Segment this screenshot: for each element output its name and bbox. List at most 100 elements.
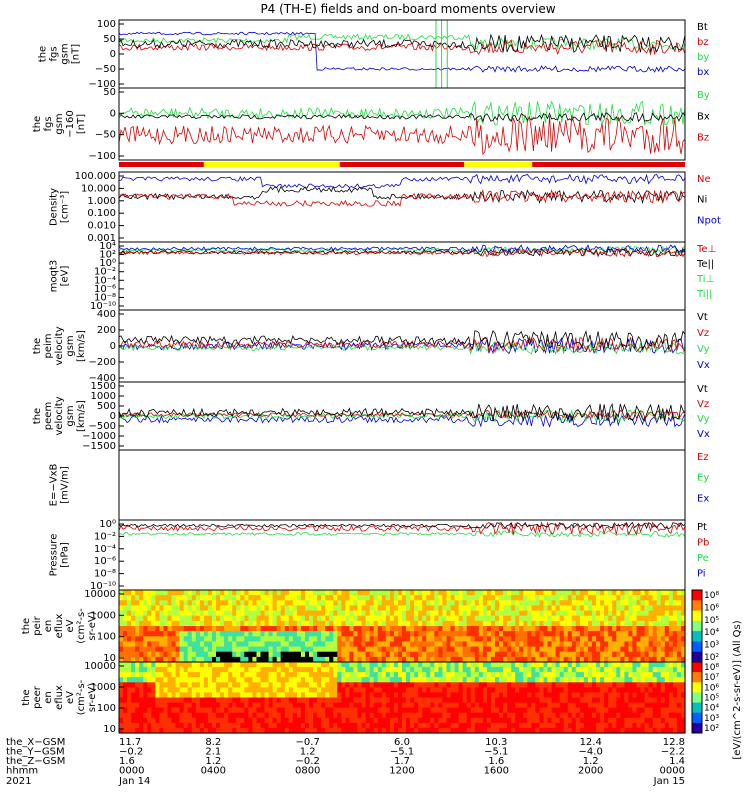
heatmap-cell [515, 702, 520, 709]
heatmap-cell [268, 702, 274, 709]
heatmap-cell [260, 712, 266, 719]
heatmap-cell [143, 651, 148, 658]
heatmap-cell [183, 656, 189, 663]
heatmap-cell [220, 595, 225, 601]
heatmap-cell [147, 610, 152, 617]
heatmap-cell [636, 687, 642, 694]
heatmap-cell [600, 672, 605, 678]
heatmap-cell [276, 615, 282, 622]
heatmap-cell [260, 682, 266, 688]
heatmap-cell [284, 651, 290, 658]
heatmap-cell [486, 615, 492, 622]
series-line-4 [118, 31, 686, 73]
heatmap-cell [406, 702, 411, 709]
heatmap-cell [681, 697, 686, 704]
heatmap-cell [442, 687, 447, 694]
heatmap-cell [381, 605, 387, 612]
colorbar-tick-label: 10³ [704, 714, 719, 724]
heatmap-cell [547, 672, 553, 678]
heatmap-cell [600, 610, 605, 617]
heatmap-cell [353, 605, 359, 612]
heatmap-cell [588, 692, 593, 699]
heatmap-cell [280, 631, 286, 637]
heatmap-cell [414, 651, 419, 658]
heatmap-cell [579, 620, 585, 627]
heatmap-cell [212, 636, 217, 642]
heatmap-cell [478, 620, 484, 627]
heatmap-cell [349, 651, 354, 658]
heatmap-cell [681, 707, 686, 714]
heatmap-cell [155, 590, 160, 596]
heatmap-cell [389, 677, 395, 683]
heatmap-cell [596, 702, 601, 709]
heatmap-cell [543, 646, 549, 653]
heatmap-cell [596, 717, 601, 724]
heatmap-cell [567, 707, 573, 714]
heatmap-cell [151, 610, 156, 617]
heatmap-cell [143, 667, 148, 673]
heatmap-cell [187, 667, 193, 673]
heatmap-cell [466, 626, 472, 632]
heatmap-cell [490, 641, 496, 648]
heatmap-cell [490, 605, 496, 612]
heatmap-cell [672, 590, 678, 596]
heatmap-cell [268, 590, 274, 596]
heatmap-cell [588, 712, 593, 719]
heatmap-cell [422, 722, 427, 729]
heatmap-cell [555, 641, 561, 648]
heatmap-cell [292, 682, 298, 688]
heatmap-cell [333, 626, 338, 632]
heatmap-cell [317, 615, 322, 622]
heatmap-cell [393, 712, 399, 719]
heatmap-cell [450, 610, 456, 617]
heatmap-cell [632, 626, 637, 632]
heatmap-cell [543, 692, 549, 699]
heatmap-cell [337, 605, 342, 612]
heatmap-cell [377, 672, 383, 678]
heatmap-cell [183, 646, 189, 653]
heatmap-cell [676, 595, 682, 601]
heatmap-cell [539, 636, 545, 642]
heatmap-cell [482, 646, 488, 653]
heatmap-cell [389, 687, 395, 694]
heatmap-cell [422, 697, 427, 704]
heatmap-cell [571, 620, 577, 627]
heatmap-cell [195, 590, 201, 596]
heatmap-cell [668, 722, 674, 729]
heatmap-cell [628, 687, 633, 694]
heatmap-cell [147, 605, 152, 612]
heatmap-cell [139, 717, 144, 724]
heatmap-cell [199, 662, 205, 668]
mode-bar-segment [119, 162, 204, 167]
heatmap-cell [195, 707, 201, 714]
heatmap-cell [555, 667, 561, 673]
heatmap-cell [478, 712, 484, 719]
heatmap-cell [450, 656, 456, 663]
heatmap-cell [402, 727, 407, 734]
heatmap-cell [543, 615, 549, 622]
heatmap-cell [470, 615, 476, 622]
heatmap-cell [446, 687, 452, 694]
heatmap-cell [131, 667, 136, 673]
heatmap-cell [195, 722, 201, 729]
heatmap-cell [640, 667, 646, 673]
heatmap-cell [652, 672, 658, 678]
heatmap-cell [147, 636, 152, 642]
colorbar-tick-label: 10⁶ [704, 603, 719, 613]
heatmap-cell [450, 722, 456, 729]
heatmap-cell [462, 697, 468, 704]
heatmap-cell [543, 600, 549, 606]
heatmap-cell [519, 590, 524, 596]
heatmap-cell [555, 620, 561, 627]
heatmap-cell [434, 672, 439, 678]
heatmap-cell [232, 687, 237, 694]
heatmap-cell [478, 697, 484, 704]
heatmap-cell [139, 626, 144, 632]
heatmap-cell [365, 641, 371, 648]
heatmap-cell [555, 646, 561, 653]
heatmap-cell [563, 620, 569, 627]
y-tick-label: 0 [110, 108, 116, 119]
heatmap-cell [676, 707, 682, 714]
heatmap-cell [195, 636, 201, 642]
y-tick-label: −100 [89, 151, 116, 162]
